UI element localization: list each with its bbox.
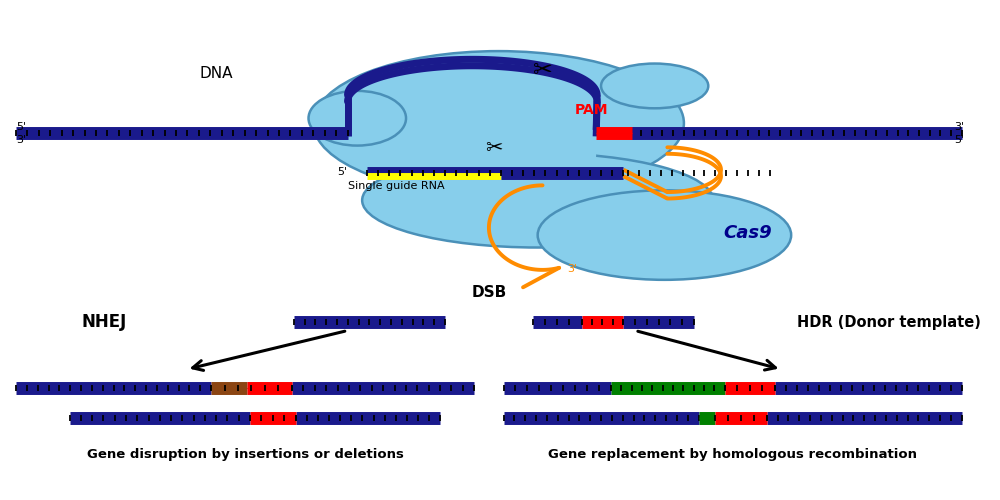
Text: 3': 3'	[955, 122, 965, 132]
Text: DNA: DNA	[199, 66, 233, 81]
Text: ✂: ✂	[533, 58, 552, 82]
Ellipse shape	[309, 91, 406, 146]
Ellipse shape	[601, 64, 708, 108]
Ellipse shape	[313, 51, 684, 196]
Text: 5': 5'	[955, 134, 965, 144]
Text: 5': 5'	[16, 122, 26, 132]
Text: HDR (Donor template): HDR (Donor template)	[797, 314, 981, 330]
Text: PAM: PAM	[575, 103, 608, 117]
Text: 3': 3'	[16, 134, 26, 144]
Text: DSB: DSB	[471, 285, 507, 300]
Ellipse shape	[362, 153, 713, 248]
Text: 3': 3'	[567, 264, 577, 274]
Text: Single guide RNA: Single guide RNA	[348, 182, 444, 192]
Text: Gene replacement by homologous recombination: Gene replacement by homologous recombina…	[548, 448, 917, 462]
Text: 5': 5'	[337, 168, 348, 177]
Text: Cas9: Cas9	[723, 224, 772, 242]
Text: Gene disruption by insertions or deletions: Gene disruption by insertions or deletio…	[87, 448, 404, 462]
Ellipse shape	[382, 130, 596, 180]
Text: NHEJ: NHEJ	[81, 313, 126, 331]
Ellipse shape	[538, 190, 791, 280]
Text: ✂: ✂	[485, 138, 503, 158]
